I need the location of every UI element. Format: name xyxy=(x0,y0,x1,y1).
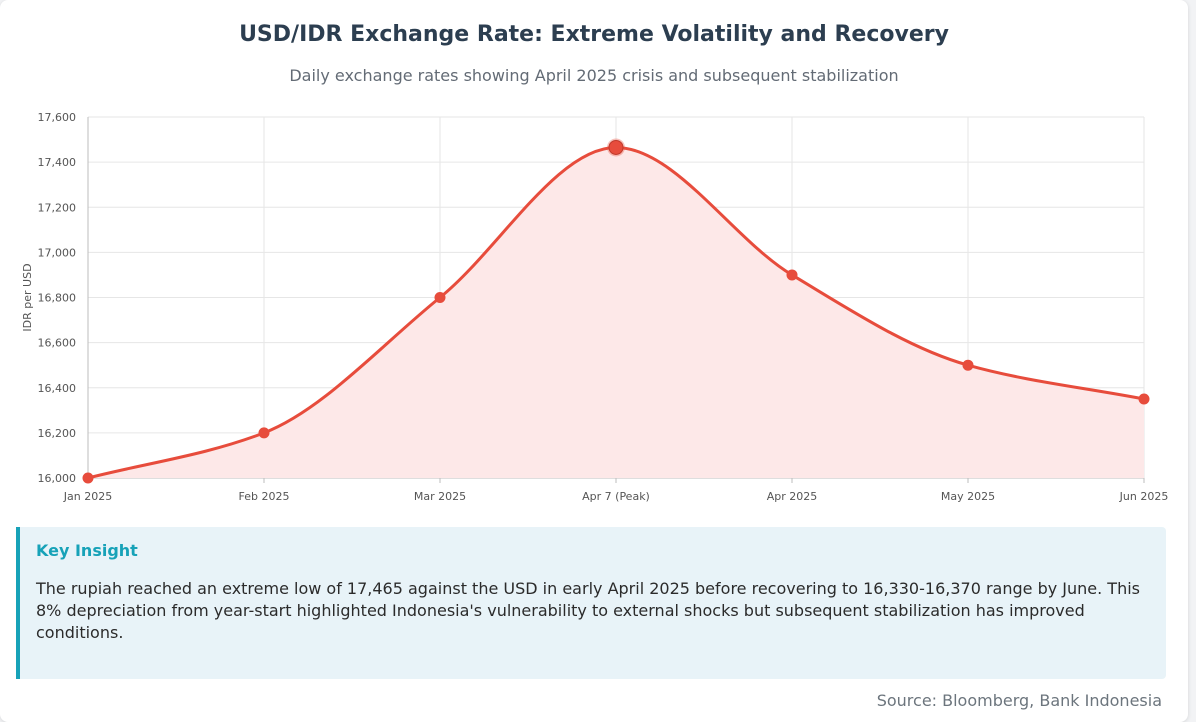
y-tick-label: 16,400 xyxy=(38,382,77,395)
x-tick-label: Jun 2025 xyxy=(1119,490,1169,503)
x-tick-label: Apr 7 (Peak) xyxy=(582,490,650,503)
x-tick-label: Jan 2025 xyxy=(63,490,112,503)
data-point xyxy=(962,359,974,371)
insight-text: The rupiah reached an extreme low of 17,… xyxy=(36,579,1140,642)
y-tick-label: 16,600 xyxy=(38,337,77,350)
data-point xyxy=(82,472,94,484)
data-point xyxy=(434,292,446,303)
data-point xyxy=(258,427,270,439)
source-note: Source: Bloomberg, Bank Indonesia xyxy=(876,691,1162,710)
x-tick-label: Feb 2025 xyxy=(239,490,290,503)
y-tick-label: 17,200 xyxy=(38,201,77,214)
y-tick-label: 17,600 xyxy=(38,111,77,124)
y-axis-label: IDR per USD xyxy=(21,263,34,331)
data-point xyxy=(786,269,798,281)
x-tick-label: May 2025 xyxy=(941,490,995,503)
chart-title: USD/IDR Exchange Rate: Extreme Volatilit… xyxy=(239,22,949,47)
x-tick-label: Mar 2025 xyxy=(414,490,466,503)
peak-data-point xyxy=(608,139,624,155)
chart-subtitle: Daily exchange rates showing April 2025 … xyxy=(289,66,899,85)
y-tick-label: 16,000 xyxy=(38,472,77,485)
y-tick-label: 17,000 xyxy=(38,246,77,259)
data-point xyxy=(1138,393,1150,405)
area-fill xyxy=(88,147,1144,478)
key-insight-box: Key Insight The rupiah reached an extrem… xyxy=(16,527,1166,679)
y-tick-label: 16,800 xyxy=(38,292,77,305)
x-tick-label: Apr 2025 xyxy=(767,490,818,503)
y-tick-label: 17,400 xyxy=(38,156,77,169)
insight-heading: Key Insight xyxy=(36,541,138,560)
exchange-rate-chart: 16,000 16,200 16,400 16,600 16,800 17,000 17,2… xyxy=(21,111,1169,503)
y-tick-label: 16,200 xyxy=(38,427,77,440)
